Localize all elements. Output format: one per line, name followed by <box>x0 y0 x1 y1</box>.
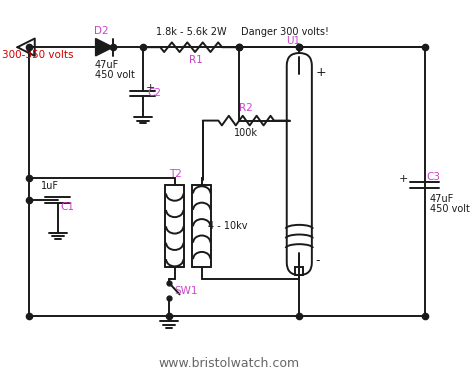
Text: 47uF: 47uF <box>429 194 454 204</box>
Text: T2: T2 <box>169 169 182 179</box>
Text: C1: C1 <box>61 203 75 212</box>
Text: 100k: 100k <box>234 128 258 138</box>
Text: 4 - 10kv: 4 - 10kv <box>208 221 247 231</box>
Text: D2: D2 <box>94 26 109 36</box>
Text: -: - <box>316 254 320 267</box>
Text: C2: C2 <box>148 88 162 98</box>
Text: 450 volt: 450 volt <box>95 70 135 80</box>
Text: C3: C3 <box>427 172 441 181</box>
Text: 300-350 volts: 300-350 volts <box>2 50 73 60</box>
Text: R1: R1 <box>189 55 203 65</box>
Text: +: + <box>146 83 155 93</box>
Text: 1uF: 1uF <box>41 181 59 191</box>
Text: +: + <box>399 174 408 185</box>
Bar <box>295 267 303 275</box>
Polygon shape <box>96 39 113 56</box>
Text: R2: R2 <box>239 103 253 113</box>
Text: SW1: SW1 <box>175 286 198 296</box>
Text: 47uF: 47uF <box>95 59 119 69</box>
Text: www.bristolwatch.com: www.bristolwatch.com <box>158 357 300 371</box>
Text: Danger 300 volts!: Danger 300 volts! <box>241 27 329 37</box>
Text: U1: U1 <box>286 36 300 46</box>
Text: 450 volt: 450 volt <box>429 205 470 214</box>
Text: 1.8k - 5.6k 2W: 1.8k - 5.6k 2W <box>156 27 227 37</box>
Text: +: + <box>316 66 326 79</box>
